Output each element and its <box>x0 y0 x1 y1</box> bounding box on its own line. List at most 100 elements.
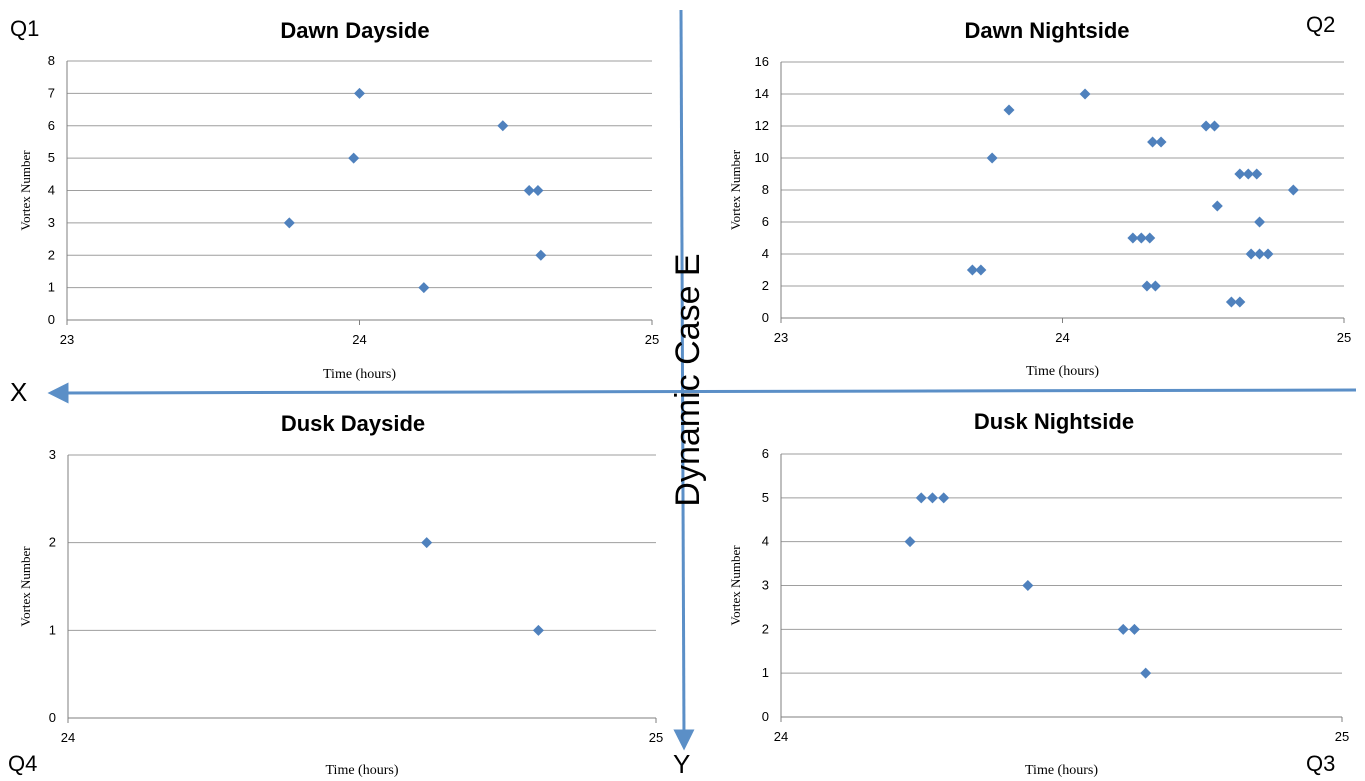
data-point <box>1225 296 1237 308</box>
data-point <box>926 492 938 504</box>
y-tick-label: 10 <box>755 150 769 165</box>
data-point <box>497 120 509 132</box>
data-point <box>1140 667 1152 679</box>
data-point <box>1242 168 1254 180</box>
y-tick-label: 2 <box>762 621 769 636</box>
y-axis-title: Vortex Number <box>18 150 33 231</box>
x-tick-label: 24 <box>1055 330 1069 345</box>
x-tick-label: 25 <box>645 332 659 347</box>
data-point <box>1234 168 1246 180</box>
data-point <box>1149 280 1161 292</box>
x-tick-label: 24 <box>352 332 366 347</box>
x-axis-title: Time (hours) <box>1025 763 1098 778</box>
y-tick-label: 6 <box>762 214 769 229</box>
y-tick-label: 0 <box>762 310 769 325</box>
x-axis-title: Time (hours) <box>326 763 399 778</box>
y-tick-label: 0 <box>49 710 56 725</box>
center-title: Dynamic Case E <box>669 253 707 506</box>
y-tick-label: 0 <box>48 312 55 327</box>
data-point <box>1209 120 1221 132</box>
quadrant-label-q2: Q2 <box>1306 12 1335 37</box>
data-point <box>915 492 927 504</box>
y-tick-label: 6 <box>762 446 769 461</box>
x-tick-label: 25 <box>1337 330 1351 345</box>
data-point <box>1128 623 1140 635</box>
data-point <box>1200 120 1212 132</box>
y-tick-label: 3 <box>762 578 769 593</box>
data-point <box>1245 248 1257 260</box>
x-axis-title: Time (hours) <box>1026 364 1099 379</box>
quadrant-label-q4: Q4 <box>8 751 37 776</box>
data-point <box>348 152 360 164</box>
y-tick-label: 4 <box>48 183 55 198</box>
data-point <box>966 264 978 276</box>
data-point <box>1147 136 1159 148</box>
y-tick-label: 2 <box>48 247 55 262</box>
y-tick-label: 6 <box>48 118 55 133</box>
y-tick-label: 3 <box>48 215 55 230</box>
y-tick-label: 8 <box>48 53 55 68</box>
y-tick-label: 7 <box>48 85 55 100</box>
data-point <box>1117 623 1129 635</box>
data-point <box>421 537 433 549</box>
x-tick-label: 24 <box>61 730 75 745</box>
data-point <box>986 152 998 164</box>
data-point <box>1254 248 1266 260</box>
x-axis-arrow <box>47 382 1357 404</box>
data-point <box>1127 232 1139 244</box>
data-point <box>1022 580 1034 591</box>
data-point <box>535 249 547 261</box>
y-axis-title: Vortex Number <box>728 545 743 626</box>
chart-title: Dusk Dayside <box>281 411 425 436</box>
data-point <box>1079 88 1091 100</box>
y-axis-title: Vortex Number <box>18 546 33 627</box>
y-tick-label: 0 <box>762 709 769 724</box>
y-tick-label: 3 <box>49 447 56 462</box>
panel-dusk-nightside: 0 1 2 3 4 5 6 24 25 Dusk Nightside Time (hours) Vor… <box>728 409 1349 778</box>
data-point <box>1254 216 1266 228</box>
y-tick-label: 16 <box>755 54 769 69</box>
y-tick-label: 1 <box>49 622 56 637</box>
quadrant-label-q1: Q1 <box>10 16 39 41</box>
data-point <box>904 536 916 548</box>
data-point <box>1234 296 1246 308</box>
y-axis-label: Y <box>673 749 690 779</box>
data-point <box>1144 232 1156 244</box>
y-tick-label: 1 <box>48 280 55 295</box>
x-axis-title: Time (hours) <box>323 367 396 382</box>
chart-title: Dawn Nightside <box>964 18 1129 43</box>
x-tick-label: 25 <box>1335 729 1349 744</box>
y-tick-label: 5 <box>762 490 769 505</box>
data-point <box>1251 168 1263 180</box>
y-axis-arrow <box>673 9 695 751</box>
y-tick-label: 2 <box>762 278 769 293</box>
x-tick-label: 24 <box>774 729 788 744</box>
y-tick-label: 14 <box>755 86 769 101</box>
x-tick-label: 25 <box>649 730 663 745</box>
y-tick-label: 2 <box>49 535 56 550</box>
data-point <box>1141 280 1153 292</box>
quadrant-label-q3: Q3 <box>1306 751 1335 776</box>
data-point <box>1287 184 1299 196</box>
y-tick-label: 8 <box>762 182 769 197</box>
y-tick-label: 4 <box>762 534 769 549</box>
x-tick-label: 23 <box>774 330 788 345</box>
data-point <box>532 624 544 636</box>
data-point <box>1135 232 1147 244</box>
x-tick-label: 23 <box>60 332 74 347</box>
chart-title: Dawn Dayside <box>280 18 429 43</box>
y-tick-label: 4 <box>762 246 769 261</box>
data-point <box>1211 200 1223 212</box>
data-point <box>523 185 535 196</box>
y-tick-label: 12 <box>755 118 769 133</box>
y-axis-title: Vortex Number <box>728 149 743 230</box>
data-point <box>354 87 365 99</box>
chart-title: Dusk Nightside <box>974 409 1134 434</box>
data-point <box>418 282 430 294</box>
data-point <box>1262 248 1274 260</box>
x-axis-label: X <box>10 377 27 407</box>
data-point <box>283 217 295 229</box>
